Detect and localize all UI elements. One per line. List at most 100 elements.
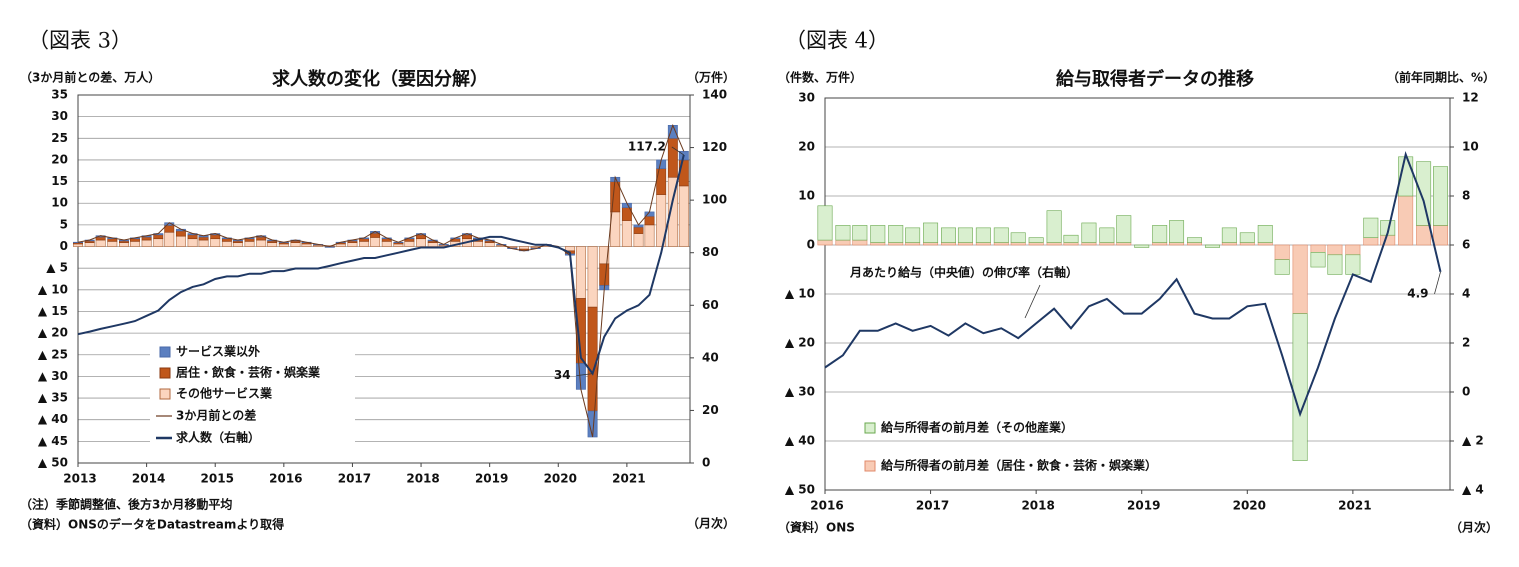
bar: [1063, 234, 1079, 243]
bar: [267, 242, 278, 247]
y-tick-label: 0: [60, 239, 68, 253]
data-label: 4.9: [1407, 286, 1428, 300]
bar: [1169, 242, 1185, 246]
bar: [153, 238, 164, 247]
y-tick-label: 0: [807, 238, 815, 252]
bar: [1257, 242, 1273, 246]
bar: [1134, 244, 1150, 248]
legend-label: 居住・飲食・芸術・娯楽業: [176, 365, 321, 380]
bar: [404, 241, 415, 247]
x-tick-label: 2017: [916, 499, 949, 513]
legend-swatch: [159, 367, 171, 379]
chart-title: 給与取得者データの推移: [1056, 68, 1254, 90]
bar: [1327, 244, 1343, 256]
bar: [129, 238, 140, 242]
bar: [1239, 242, 1255, 246]
bar: [1327, 254, 1343, 275]
bar: [1363, 217, 1379, 238]
y2-tick-label: 2: [1462, 336, 1470, 350]
legend-label: その他サービス業: [176, 386, 273, 401]
legend-swatch: [864, 460, 876, 472]
bar: [1345, 244, 1361, 256]
line-annotation: 月あたり給与（中央値）の伸び率（右軸）: [849, 265, 1078, 280]
y-tick-label: ▲ 50: [38, 456, 68, 470]
bar: [1099, 242, 1115, 246]
plot-frame: [824, 97, 1451, 491]
bar: [852, 225, 868, 241]
bar: [599, 263, 610, 286]
y2-tick-label: 140: [702, 88, 727, 102]
chart-title: 求人数の変化（要因分解）: [272, 68, 488, 90]
bar: [427, 242, 438, 247]
bar: [1187, 237, 1202, 243]
y2-axis-label: （万件）: [687, 70, 735, 85]
bar: [153, 234, 164, 240]
bar: [1204, 244, 1220, 248]
bar: [644, 224, 655, 247]
y2-tick-label: 80: [702, 245, 719, 259]
bar: [416, 238, 427, 247]
y-tick-label: ▲ 20: [785, 336, 815, 350]
plot-frame: [77, 94, 691, 464]
bar: [633, 226, 644, 234]
bar: [1152, 242, 1168, 246]
bar: [941, 227, 957, 243]
y2-tick-label: 100: [702, 193, 727, 207]
y-tick-label: 30: [51, 109, 68, 123]
bar: [835, 225, 851, 241]
bar: [587, 246, 598, 308]
y-tick-label: ▲ 25: [38, 347, 68, 361]
y-tick-label: 10: [51, 196, 68, 210]
bar: [610, 211, 621, 247]
bar: [107, 241, 118, 247]
y-tick-label: 30: [798, 91, 815, 105]
bar: [957, 242, 973, 246]
bar: [1046, 210, 1062, 243]
bar: [1380, 234, 1396, 246]
bar: [1292, 313, 1308, 461]
bar: [667, 137, 678, 178]
bar: [210, 234, 221, 240]
bar: [95, 239, 106, 247]
bar: [905, 227, 921, 243]
bar: [1028, 242, 1044, 246]
legend-box: [150, 340, 355, 455]
x-tick-label: 2021: [1338, 499, 1371, 513]
legend-label: 求人数（右軸）: [176, 430, 260, 445]
bar: [290, 242, 301, 247]
y-tick-label: 5: [60, 217, 68, 231]
bar: [1239, 232, 1255, 243]
y-tick-label: ▲ 40: [785, 434, 815, 448]
y-tick-label: ▲ 45: [38, 434, 68, 448]
legend-swatch: [159, 346, 171, 358]
leader-line: [1434, 271, 1441, 295]
y-tick-label: ▲ 30: [785, 385, 815, 399]
bar: [817, 239, 833, 246]
bar: [1081, 222, 1097, 243]
leader-line: [671, 146, 685, 156]
bar: [1169, 220, 1185, 243]
y-tick-label: ▲ 5: [46, 261, 68, 275]
bar: [198, 236, 209, 241]
bar: [107, 238, 118, 242]
y2-tick-label: 8: [1462, 189, 1470, 203]
y-axis-label: （件数、万件）: [778, 70, 862, 85]
bar: [518, 246, 529, 250]
bar: [301, 243, 312, 247]
y2-tick-label: 4: [1462, 287, 1470, 301]
bar: [888, 242, 904, 246]
bar: [244, 238, 255, 242]
x-tick-label: 2018: [1021, 499, 1054, 513]
bar: [993, 227, 1009, 243]
x-tick-label: 2019: [475, 472, 508, 486]
bar: [244, 241, 255, 247]
y-tick-label: ▲ 35: [38, 391, 68, 405]
line: [77, 154, 685, 376]
bar: [335, 243, 346, 247]
y-axis-label: （3か月前との差、万人）: [20, 70, 160, 85]
x-axis-label: （月次）: [687, 516, 735, 531]
x-tick-label: 2021: [612, 472, 645, 486]
line: [824, 150, 1442, 418]
y2-tick-label: 12: [1462, 91, 1479, 105]
